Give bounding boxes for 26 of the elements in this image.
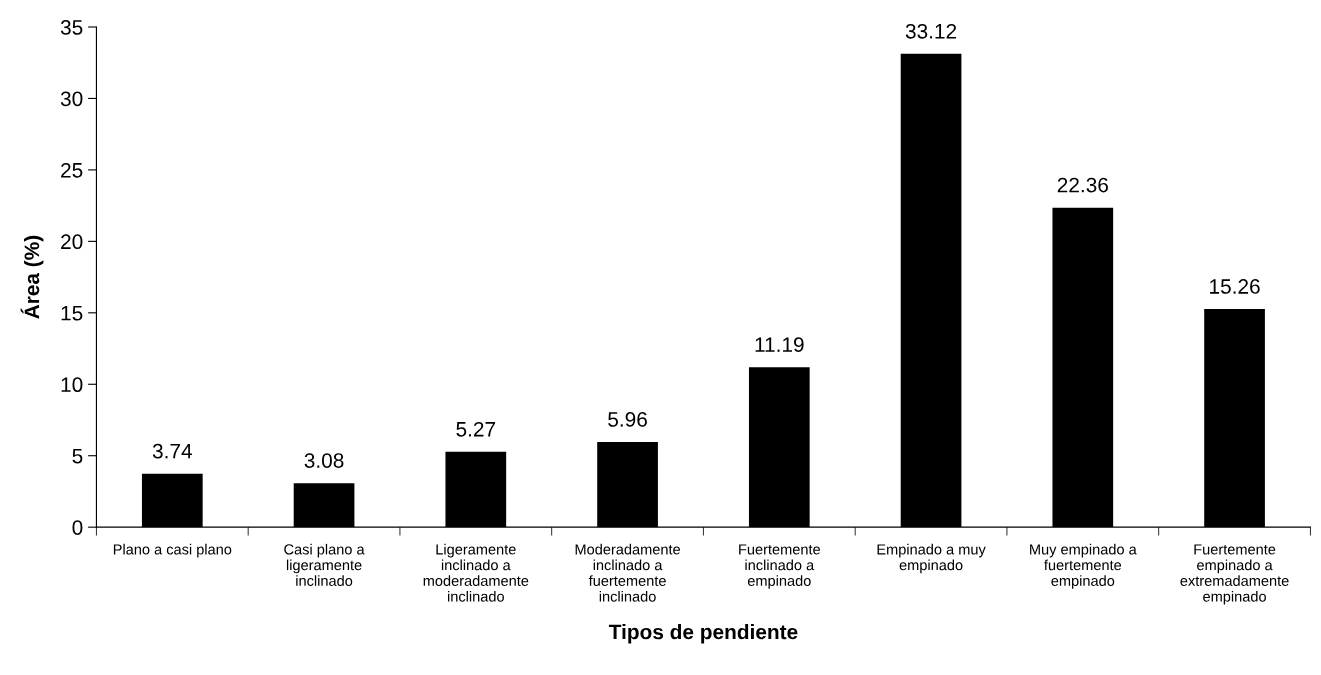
y-axis-title: Área (%) — [20, 235, 44, 319]
y-tick-label: 20 — [61, 234, 83, 250]
data-label: 3.08 — [304, 453, 344, 468]
data-label: 33.12 — [905, 23, 957, 39]
data-label: 5.27 — [456, 421, 496, 437]
x-tick-label: Empinado a muy empinado — [877, 543, 986, 574]
data-label: 15.26 — [1210, 279, 1260, 294]
y-tick-label: 0 — [72, 520, 83, 535]
y-tick-label: 5 — [72, 448, 83, 464]
x-tick-label: Moderadamente inclinado a fuertemente inclinado — [575, 543, 681, 602]
x-tick-label: Plano a casi plano — [113, 543, 232, 558]
y-tick-label: 35 — [60, 20, 83, 35]
x-axis-title: Tipos de pendiente — [608, 624, 798, 644]
data-label: 3.74 — [152, 443, 192, 459]
x-tick-label: Fuertemente empinado a extremadamente empinado — [1180, 544, 1289, 605]
data-label: 11.19 — [755, 337, 804, 353]
y-tick-label: 10 — [61, 377, 83, 393]
data-label: 5.96 — [608, 412, 647, 427]
y-tick-label: 15 — [61, 306, 83, 321]
y-tick-label: 30 — [60, 91, 83, 107]
x-tick-label: Ligeramente inclinado a moderadamente inclinado — [423, 543, 529, 602]
x-tick-label: Muy empinado a fuertemente empinado — [1030, 543, 1137, 589]
x-tick-label: Casi plano a ligeramente inclinado — [284, 543, 365, 586]
y-tick-label: 25 — [61, 162, 83, 178]
x-tick-label: Fuertemente inclinado a empinado — [739, 544, 820, 589]
data-label: 22.36 — [1057, 177, 1108, 193]
